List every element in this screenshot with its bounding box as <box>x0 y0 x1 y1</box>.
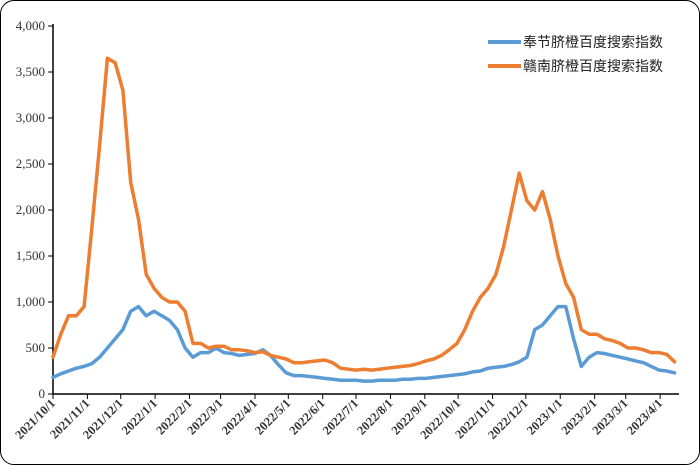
y-tick-label: 500 <box>26 340 46 355</box>
x-tick-label: 2022/5/1 <box>252 396 293 437</box>
x-tick-label: 2022/6/1 <box>287 396 328 437</box>
y-tick-label: 4,000 <box>16 18 45 33</box>
x-tick-label: 2022/1/1 <box>119 396 160 437</box>
y-tick-label: 1,000 <box>16 294 45 309</box>
y-tick-label: 2,500 <box>16 156 45 171</box>
legend-label: 奉节脐橙百度搜索指数 <box>523 34 663 51</box>
legend-label: 赣南脐橙百度搜索指数 <box>523 58 663 75</box>
x-tick-label: 2023/4/1 <box>624 396 665 437</box>
y-tick-label: 0 <box>39 386 46 401</box>
x-tick-label: 2022/7/1 <box>320 396 361 437</box>
y-tick-label: 2,000 <box>16 202 45 217</box>
series-lines <box>51 56 677 383</box>
x-axis: 2021/10/12021/11/12021/12/12022/1/12022/… <box>12 393 679 442</box>
y-tick-label: 3,000 <box>16 110 45 125</box>
y-axis: 0 500 1,000 1,500 2,000 2,500 3,000 3,500 4,000 <box>16 18 54 401</box>
series-line-1 <box>51 304 677 383</box>
series-line-2 <box>51 56 677 372</box>
y-tick-label: 1,500 <box>16 248 45 263</box>
x-tick-label: 2022/4/1 <box>219 396 260 437</box>
x-tick-label: 2023/1/1 <box>524 396 565 437</box>
y-tick-label: 3,500 <box>16 64 45 79</box>
x-tick-label: 2022/8/1 <box>354 396 395 437</box>
